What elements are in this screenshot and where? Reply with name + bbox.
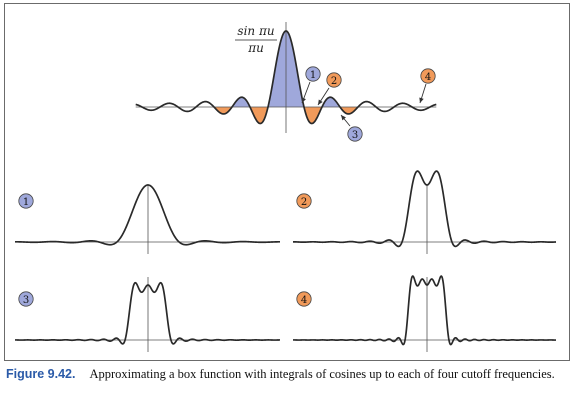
figure-diagram: sin πu πu 1 2 3 4 1 2 3 4 — [15, 22, 557, 352]
marker-1-arrow-head — [301, 97, 306, 103]
marker-1-circle — [305, 66, 321, 82]
panel-4-marker-circle — [296, 291, 312, 307]
marker-2-circle — [326, 72, 342, 88]
caption-text: Approximating a box function with integr… — [89, 367, 555, 381]
panel-2-curve — [293, 170, 557, 248]
marker-3-circle — [347, 126, 363, 142]
panel-4-curve — [292, 275, 556, 346]
panel-3-marker-number: 3 — [23, 295, 29, 306]
sinc-curve — [135, 30, 437, 125]
panel-2-marker-number: 2 — [301, 197, 307, 208]
panel-1-marker-circle — [18, 193, 34, 209]
panel-4-marker-number: 4 — [301, 295, 307, 306]
caption-label: Figure 9.42. — [6, 367, 76, 381]
marker-4-number: 4 — [425, 72, 431, 83]
panel-2-marker-circle — [296, 193, 312, 209]
formula-denominator: πu — [247, 41, 264, 55]
marker-4-arrow-head — [419, 97, 424, 103]
marker-3-arrow-head — [341, 115, 346, 121]
marker-2-number: 2 — [331, 76, 337, 87]
panel-1-curve — [15, 184, 280, 246]
panel-3-curve — [15, 281, 280, 345]
formula-numerator: sin πu — [237, 24, 274, 38]
marker-4-circle — [420, 68, 436, 84]
marker-2-arrow-head — [318, 99, 323, 105]
figure-caption: Figure 9.42. Approximating a box function… — [6, 367, 568, 382]
panel-3-marker-circle — [18, 291, 34, 307]
panel-1-marker-number: 1 — [23, 197, 29, 208]
marker-1-number: 1 — [310, 70, 316, 81]
marker-3-number: 3 — [352, 130, 358, 141]
